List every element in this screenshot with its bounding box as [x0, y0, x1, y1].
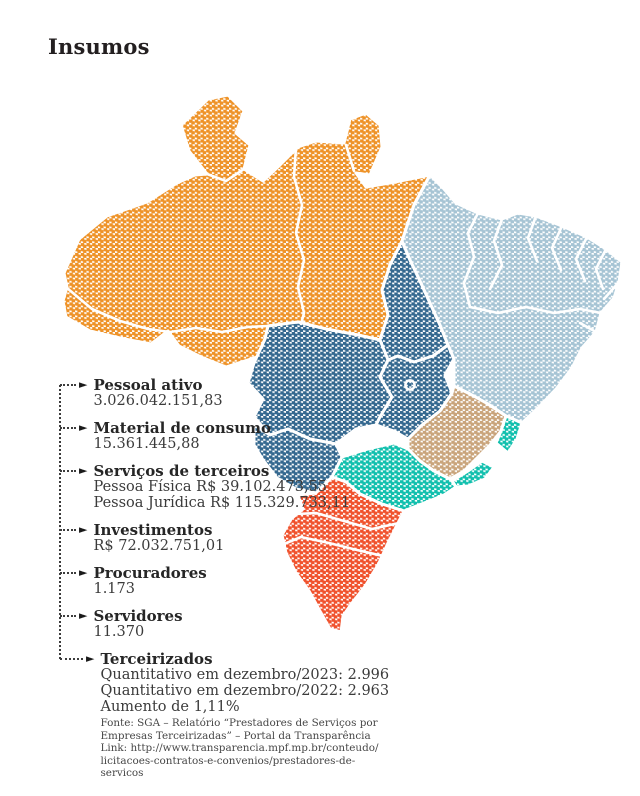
- legend-item-procuradores: ► Procuradores 1.173: [52, 565, 392, 597]
- arrow-icon: ►: [86, 652, 95, 665]
- connector-line: [59, 385, 61, 659]
- legend-item-servicos-terceiros: ► Serviços de terceiros Pessoa Física R$…: [52, 463, 392, 511]
- legend-item-value: 1.173: [93, 581, 135, 597]
- map-region-northeast: [400, 173, 624, 425]
- map-region-mato-grosso: [246, 320, 394, 446]
- legend-item-value: Aumento de 1,11%: [100, 699, 240, 715]
- leader-line: [60, 427, 76, 429]
- source-note-line: Fonte: SGA – Relatório “Prestadores de S…: [100, 717, 378, 729]
- legend-item-title: Investimentos: [93, 521, 213, 539]
- legend-item-title: Servidores: [93, 607, 183, 625]
- arrow-icon: ►: [79, 566, 88, 579]
- leader-line: [60, 384, 76, 386]
- arrow-icon: ►: [79, 378, 88, 391]
- legend-item-title: Material de consumo: [93, 419, 272, 437]
- leader-line: [60, 658, 83, 660]
- legend-item-value: 3.026.042.151,83: [93, 393, 223, 409]
- legend-item-investimentos: ► Investimentos R$ 72.032.751,01: [52, 522, 392, 554]
- legend-item-value: R$ 72.032.751,01: [93, 538, 225, 554]
- map-state-borders: [65, 143, 621, 558]
- leader-line: [60, 615, 76, 617]
- legend-item-servidores: ► Servidores 11.370: [52, 608, 392, 640]
- leader-line: [60, 470, 76, 472]
- page-title: Insumos: [48, 34, 150, 59]
- source-link: Link: http://www.transparencia.mpf.mp.br…: [100, 742, 379, 755]
- legend-item-value: Quantitativo em dezembro/2023: 2.996: [100, 667, 390, 683]
- source-note: Fonte: SGA – Relatório “Prestadores de S…: [100, 717, 392, 780]
- brazil-dot-map: [61, 93, 624, 634]
- legend-item-title: Procuradores: [93, 564, 207, 582]
- legend-item-title: Serviços de terceiros: [93, 462, 270, 480]
- leader-line: [60, 529, 76, 531]
- legend-item-terceirizados: ► Terceirizados Quantitativo em dezembro…: [52, 651, 392, 780]
- legend-panel: ► Pessoal ativo 3.026.042.151,83 ► Mater…: [52, 374, 392, 791]
- map-region-south: [280, 475, 406, 634]
- legend-item-material-consumo: ► Material de consumo 15.361.445,88: [52, 420, 392, 452]
- arrow-icon: ►: [79, 421, 88, 434]
- legend-item-value: 11.370: [93, 624, 145, 640]
- source-link: licitacoes-contratos-e-convenios/prestad…: [100, 754, 356, 780]
- leader-line: [60, 572, 76, 574]
- map-region-espirito-santo: [494, 414, 524, 455]
- legend-item-value: Pessoa Física R$ 39.102.473,55: [93, 479, 328, 495]
- arrow-icon: ►: [79, 609, 88, 622]
- legend-item-title: Pessoal ativo: [93, 376, 203, 394]
- source-note-line: Empresas Terceirizadas” – Portal da Tran…: [100, 729, 371, 742]
- legend-item-value: Quantitativo em dezembro/2022: 2.963: [100, 683, 390, 699]
- legend-item-pessoal-ativo: ► Pessoal ativo 3.026.042.151,83: [52, 377, 392, 409]
- legend-item-value: Pessoa Jurídica R$ 115.329.733,11: [93, 495, 351, 511]
- legend-item-title: Terceirizados: [100, 650, 213, 668]
- map-region-distrito-federal: [404, 379, 416, 391]
- arrow-icon: ►: [79, 523, 88, 536]
- legend-item-value: 15.361.445,88: [93, 436, 200, 452]
- map-region-rio-de-janeiro: [450, 459, 496, 489]
- arrow-icon: ►: [79, 464, 88, 477]
